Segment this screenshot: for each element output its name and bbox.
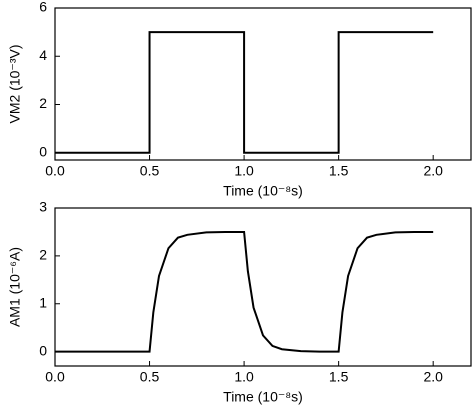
data-line [55,230,434,353]
data-line [55,31,434,154]
x-tick-label: 0.0 [45,369,65,385]
y-tick-label: 2 [39,95,47,111]
x-tick-label: 1.5 [329,163,349,179]
x-tick-label: 1.0 [234,369,254,385]
y-axis-label: VM2 (10⁻³V) [7,45,23,124]
y-tick-label: 4 [39,47,47,63]
plot-frame [54,7,472,161]
x-tick-label: 1.5 [329,369,349,385]
y-tick-label: 0 [39,342,47,358]
x-tick-label: 0.0 [45,163,65,179]
x-tick-label: 0.5 [140,369,160,385]
plot-frame [54,207,472,367]
x-tick-label: 1.0 [234,163,254,179]
y-tick-label: 0 [39,143,47,159]
x-axis-label: Time (10⁻⁸s) [223,389,303,405]
y-axis-label: AM1 (10⁻⁶A) [7,247,23,327]
y-tick-label: 1 [39,294,47,310]
x-tick-label: 0.5 [140,163,160,179]
y-tick-label: 6 [39,0,47,15]
y-tick-label: 2 [39,247,47,263]
x-tick-label: 2.0 [423,163,443,179]
y-tick-label: 3 [39,199,47,215]
x-axis-label: Time (10⁻⁸s) [223,183,303,199]
x-tick-label: 2.0 [423,369,443,385]
